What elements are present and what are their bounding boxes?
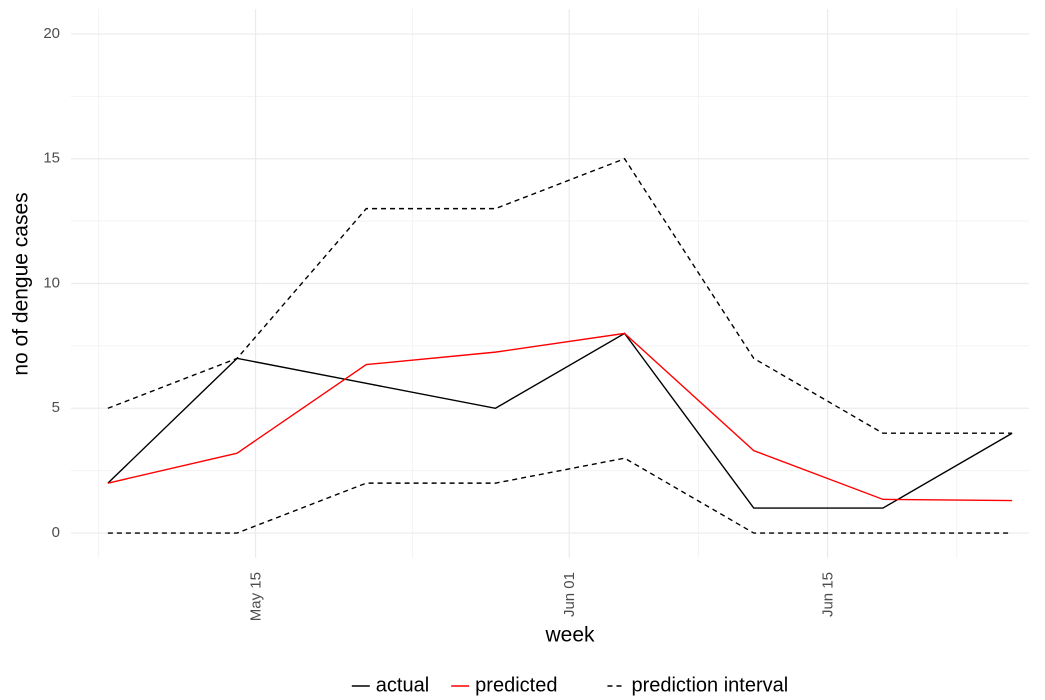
x-tick-label: Jun 15 xyxy=(820,572,837,617)
line xyxy=(107,332,1013,502)
x-tick-label: May 15 xyxy=(247,572,264,621)
line xyxy=(107,157,1013,434)
x-tick-label: Jun 01 xyxy=(561,572,578,617)
y-tick-label: 10 xyxy=(43,274,60,291)
legend: actual predicted prediction interval xyxy=(351,674,788,696)
line xyxy=(107,457,1013,534)
grid xyxy=(71,9,1029,558)
legend-label: actual xyxy=(376,674,429,696)
legend-label: prediction interval xyxy=(631,674,788,696)
y-tick-label: 15 xyxy=(43,150,60,167)
y-tick-label: 20 xyxy=(43,25,60,42)
y-axis-title: no of dengue cases xyxy=(10,192,33,375)
y-tick-label: 0 xyxy=(52,524,60,541)
legend-label: predicted xyxy=(475,674,557,696)
y-tick-label: 5 xyxy=(52,399,60,416)
line xyxy=(107,332,1013,509)
x-axis-title: week xyxy=(544,624,595,647)
